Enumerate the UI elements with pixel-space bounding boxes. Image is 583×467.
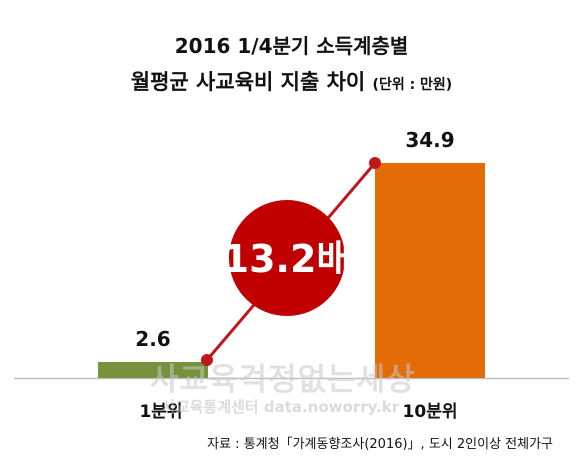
bar-2 xyxy=(375,163,485,378)
watermark-text: 사교육걱정없는세상 xyxy=(150,362,416,398)
bar-1 xyxy=(98,361,208,378)
ratio-text: 13.2배 xyxy=(223,237,352,281)
source-note: 자료 : 통계청「가계동향조사(2016)」, 도시 2인이상 전체가구 xyxy=(207,437,553,452)
category-label-2: 10분위 xyxy=(403,402,458,422)
chart-title-line1: 2016 1/4분기 소득계층별 xyxy=(174,34,409,58)
ratio-circle xyxy=(229,200,345,316)
data-label-1: 2.6 xyxy=(135,327,170,351)
chart-title-main: 월평균 사교육비 지출 차이 xyxy=(130,70,366,94)
watermark-subtext: 사교육통계센터 data.noworry.kr xyxy=(162,398,400,416)
connector-dot-start xyxy=(201,354,213,366)
category-label-1: 1분위 xyxy=(139,402,182,422)
chart-title-line2: 월평균 사교육비 지출 차이 (단위 : 만원) xyxy=(0,66,583,96)
connector-dot-end xyxy=(369,157,381,169)
unit-label: (단위 : 만원) xyxy=(372,77,453,93)
data-label-2: 34.9 xyxy=(405,128,454,152)
